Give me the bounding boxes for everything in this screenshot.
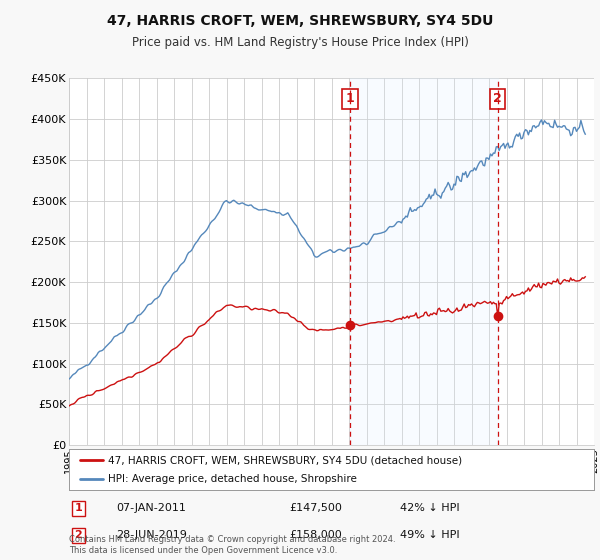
Bar bbox=[350, 78, 497, 445]
Text: 2: 2 bbox=[493, 92, 502, 105]
Text: 28-JUN-2019: 28-JUN-2019 bbox=[116, 530, 187, 540]
Text: 1: 1 bbox=[346, 92, 354, 105]
Text: HPI: Average price, detached house, Shropshire: HPI: Average price, detached house, Shro… bbox=[109, 474, 357, 484]
Text: 47, HARRIS CROFT, WEM, SHREWSBURY, SY4 5DU: 47, HARRIS CROFT, WEM, SHREWSBURY, SY4 5… bbox=[107, 14, 493, 28]
Text: £147,500: £147,500 bbox=[290, 503, 343, 514]
Text: 07-JAN-2011: 07-JAN-2011 bbox=[116, 503, 186, 514]
Text: 2: 2 bbox=[74, 530, 82, 540]
Text: 47, HARRIS CROFT, WEM, SHREWSBURY, SY4 5DU (detached house): 47, HARRIS CROFT, WEM, SHREWSBURY, SY4 5… bbox=[109, 455, 463, 465]
Text: £158,000: £158,000 bbox=[290, 530, 342, 540]
Text: Contains HM Land Registry data © Crown copyright and database right 2024.
This d: Contains HM Land Registry data © Crown c… bbox=[69, 535, 395, 555]
Text: 49% ↓ HPI: 49% ↓ HPI bbox=[400, 530, 460, 540]
Text: Price paid vs. HM Land Registry's House Price Index (HPI): Price paid vs. HM Land Registry's House … bbox=[131, 36, 469, 49]
Text: 42% ↓ HPI: 42% ↓ HPI bbox=[400, 503, 460, 514]
Text: 1: 1 bbox=[74, 503, 82, 514]
